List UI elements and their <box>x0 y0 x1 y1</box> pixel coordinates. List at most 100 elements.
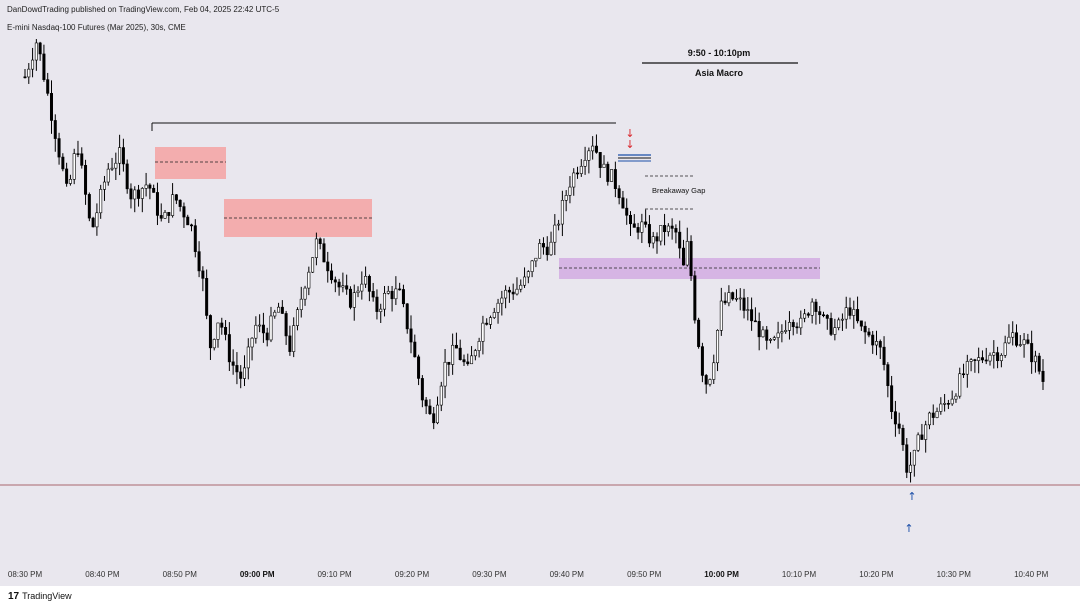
candle-body <box>856 309 860 322</box>
down-arrow-icon: ↓ <box>625 127 634 140</box>
candle-body <box>360 283 364 292</box>
candle-body <box>114 162 118 169</box>
candle-body <box>216 322 220 340</box>
candle-body <box>473 350 477 357</box>
candle-body <box>803 313 807 319</box>
candle-body <box>398 288 402 291</box>
candle-body <box>470 355 474 365</box>
footer: 17 TradingView <box>0 586 1080 608</box>
candlestick-chart[interactable]: ↓ ↓ ↑ ↑ <box>0 0 1080 560</box>
candle-body <box>428 405 432 414</box>
candle-body <box>697 319 701 347</box>
up-arrow-icon-2: ↑ <box>904 522 913 535</box>
candle-body <box>208 315 212 349</box>
candle-body <box>159 215 163 219</box>
candle-body <box>523 276 527 286</box>
candle-body <box>969 359 973 362</box>
chart-area[interactable]: ↓ ↓ ↑ ↑ DanDowdTrading published on Trad… <box>0 0 1080 560</box>
candle-body <box>435 404 439 424</box>
publisher-line: DanDowdTrading published on TradingView.… <box>7 5 280 14</box>
time-tick-label: 08:40 PM <box>85 570 120 579</box>
breakaway-gap-label: Breakaway Gap <box>652 186 706 195</box>
time-tick-label: 10:20 PM <box>859 570 894 579</box>
candle-body <box>224 327 228 335</box>
candle-body <box>386 290 390 294</box>
candle-body <box>466 361 470 365</box>
candle-body <box>965 361 969 375</box>
candle-body <box>231 361 235 366</box>
candle-body <box>772 337 776 340</box>
candle-body <box>504 289 508 299</box>
candle-body <box>326 261 330 272</box>
candle-body <box>852 309 856 316</box>
candle-body <box>999 354 1003 362</box>
candle-body <box>674 228 678 233</box>
candle-body <box>443 361 447 387</box>
candle-body <box>273 311 277 317</box>
candle-body <box>946 403 950 405</box>
candle-body <box>538 243 542 259</box>
candle-body <box>602 163 606 168</box>
candle-body <box>95 212 99 228</box>
candle-body <box>814 301 818 312</box>
candle-body <box>383 292 387 310</box>
candle-body <box>110 167 114 170</box>
candle-body <box>190 224 194 227</box>
candle-body <box>939 403 943 412</box>
candle-body <box>973 359 977 361</box>
candle-body <box>833 327 837 335</box>
candle-body <box>871 334 875 346</box>
candle-body <box>716 330 720 364</box>
candle-body <box>704 375 708 385</box>
candle-body <box>409 328 413 343</box>
candle-body <box>364 276 368 285</box>
candle-body <box>863 325 867 333</box>
session-name-label: Asia Macro <box>694 68 744 78</box>
candle-body <box>367 276 371 292</box>
candle-body <box>962 373 966 376</box>
candle-body <box>258 324 262 327</box>
candle-body <box>636 227 640 233</box>
candle-body <box>250 337 254 348</box>
candle-body <box>678 231 682 249</box>
candle-body <box>345 285 349 290</box>
candle-body <box>568 186 572 196</box>
candle-body <box>254 324 258 339</box>
time-axis[interactable]: 08:30 PM 08:40 PM 08:50 PM 09:00 PM 09:10 PM… <box>0 560 1080 586</box>
candle-body <box>356 290 360 293</box>
candle-body <box>996 352 1000 362</box>
candle-body <box>621 197 625 209</box>
candle-body <box>318 238 322 245</box>
candle-body <box>68 179 72 184</box>
candle-body <box>1022 339 1026 345</box>
up-arrow-icon: ↑ <box>907 490 916 503</box>
candle-body <box>31 59 35 70</box>
candle-body <box>500 297 504 304</box>
candle-body <box>784 330 788 332</box>
candle-body <box>1030 343 1034 363</box>
candle-body <box>988 354 992 362</box>
candle-body <box>761 329 765 338</box>
candle-body <box>125 163 129 190</box>
candle-body <box>1015 332 1019 346</box>
candle-body <box>375 296 379 312</box>
candle-body <box>848 307 852 316</box>
candle-body <box>572 172 576 188</box>
candle-body <box>822 314 826 317</box>
tradingview-logo[interactable]: 17 TradingView <box>8 591 72 602</box>
candle-body <box>477 341 481 351</box>
candle-body <box>102 181 106 190</box>
candle-body <box>99 189 103 214</box>
candle-body <box>417 356 421 379</box>
candle-body <box>719 300 723 331</box>
candle-body <box>333 279 337 283</box>
candle-body <box>371 291 375 298</box>
candle-body <box>42 53 46 80</box>
candle-body <box>277 306 281 313</box>
candle-body <box>700 346 704 376</box>
candle-body <box>307 271 311 289</box>
candle-body <box>280 306 284 314</box>
candle-body <box>920 434 924 440</box>
candle-body <box>432 413 436 424</box>
candle-body <box>140 188 144 199</box>
